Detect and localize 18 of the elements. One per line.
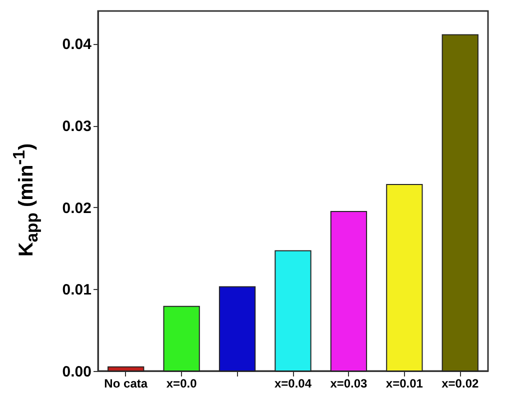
x-tick-label: x=0.04	[274, 376, 312, 390]
y-tick-label: 0.00	[62, 364, 92, 380]
y-tick-label: 0.02	[62, 200, 92, 217]
y-tick-label: 0.04	[62, 36, 92, 54]
x-tick-label: x=0.02	[442, 376, 479, 390]
bar	[218, 286, 256, 372]
bar	[108, 366, 144, 372]
x-tick-label: x=0.03	[330, 376, 368, 390]
y-tick-label: 0.01	[62, 282, 92, 299]
bar	[274, 250, 312, 372]
bar	[386, 184, 423, 372]
bar	[330, 210, 368, 372]
y-tick-label: 0.03	[62, 118, 92, 136]
bar	[442, 34, 478, 372]
bar	[163, 306, 200, 372]
x-tick-label: x=0.0	[166, 376, 198, 390]
x-tick-label: x=0.01	[386, 376, 424, 390]
x-tick-label: No cata	[104, 376, 148, 390]
